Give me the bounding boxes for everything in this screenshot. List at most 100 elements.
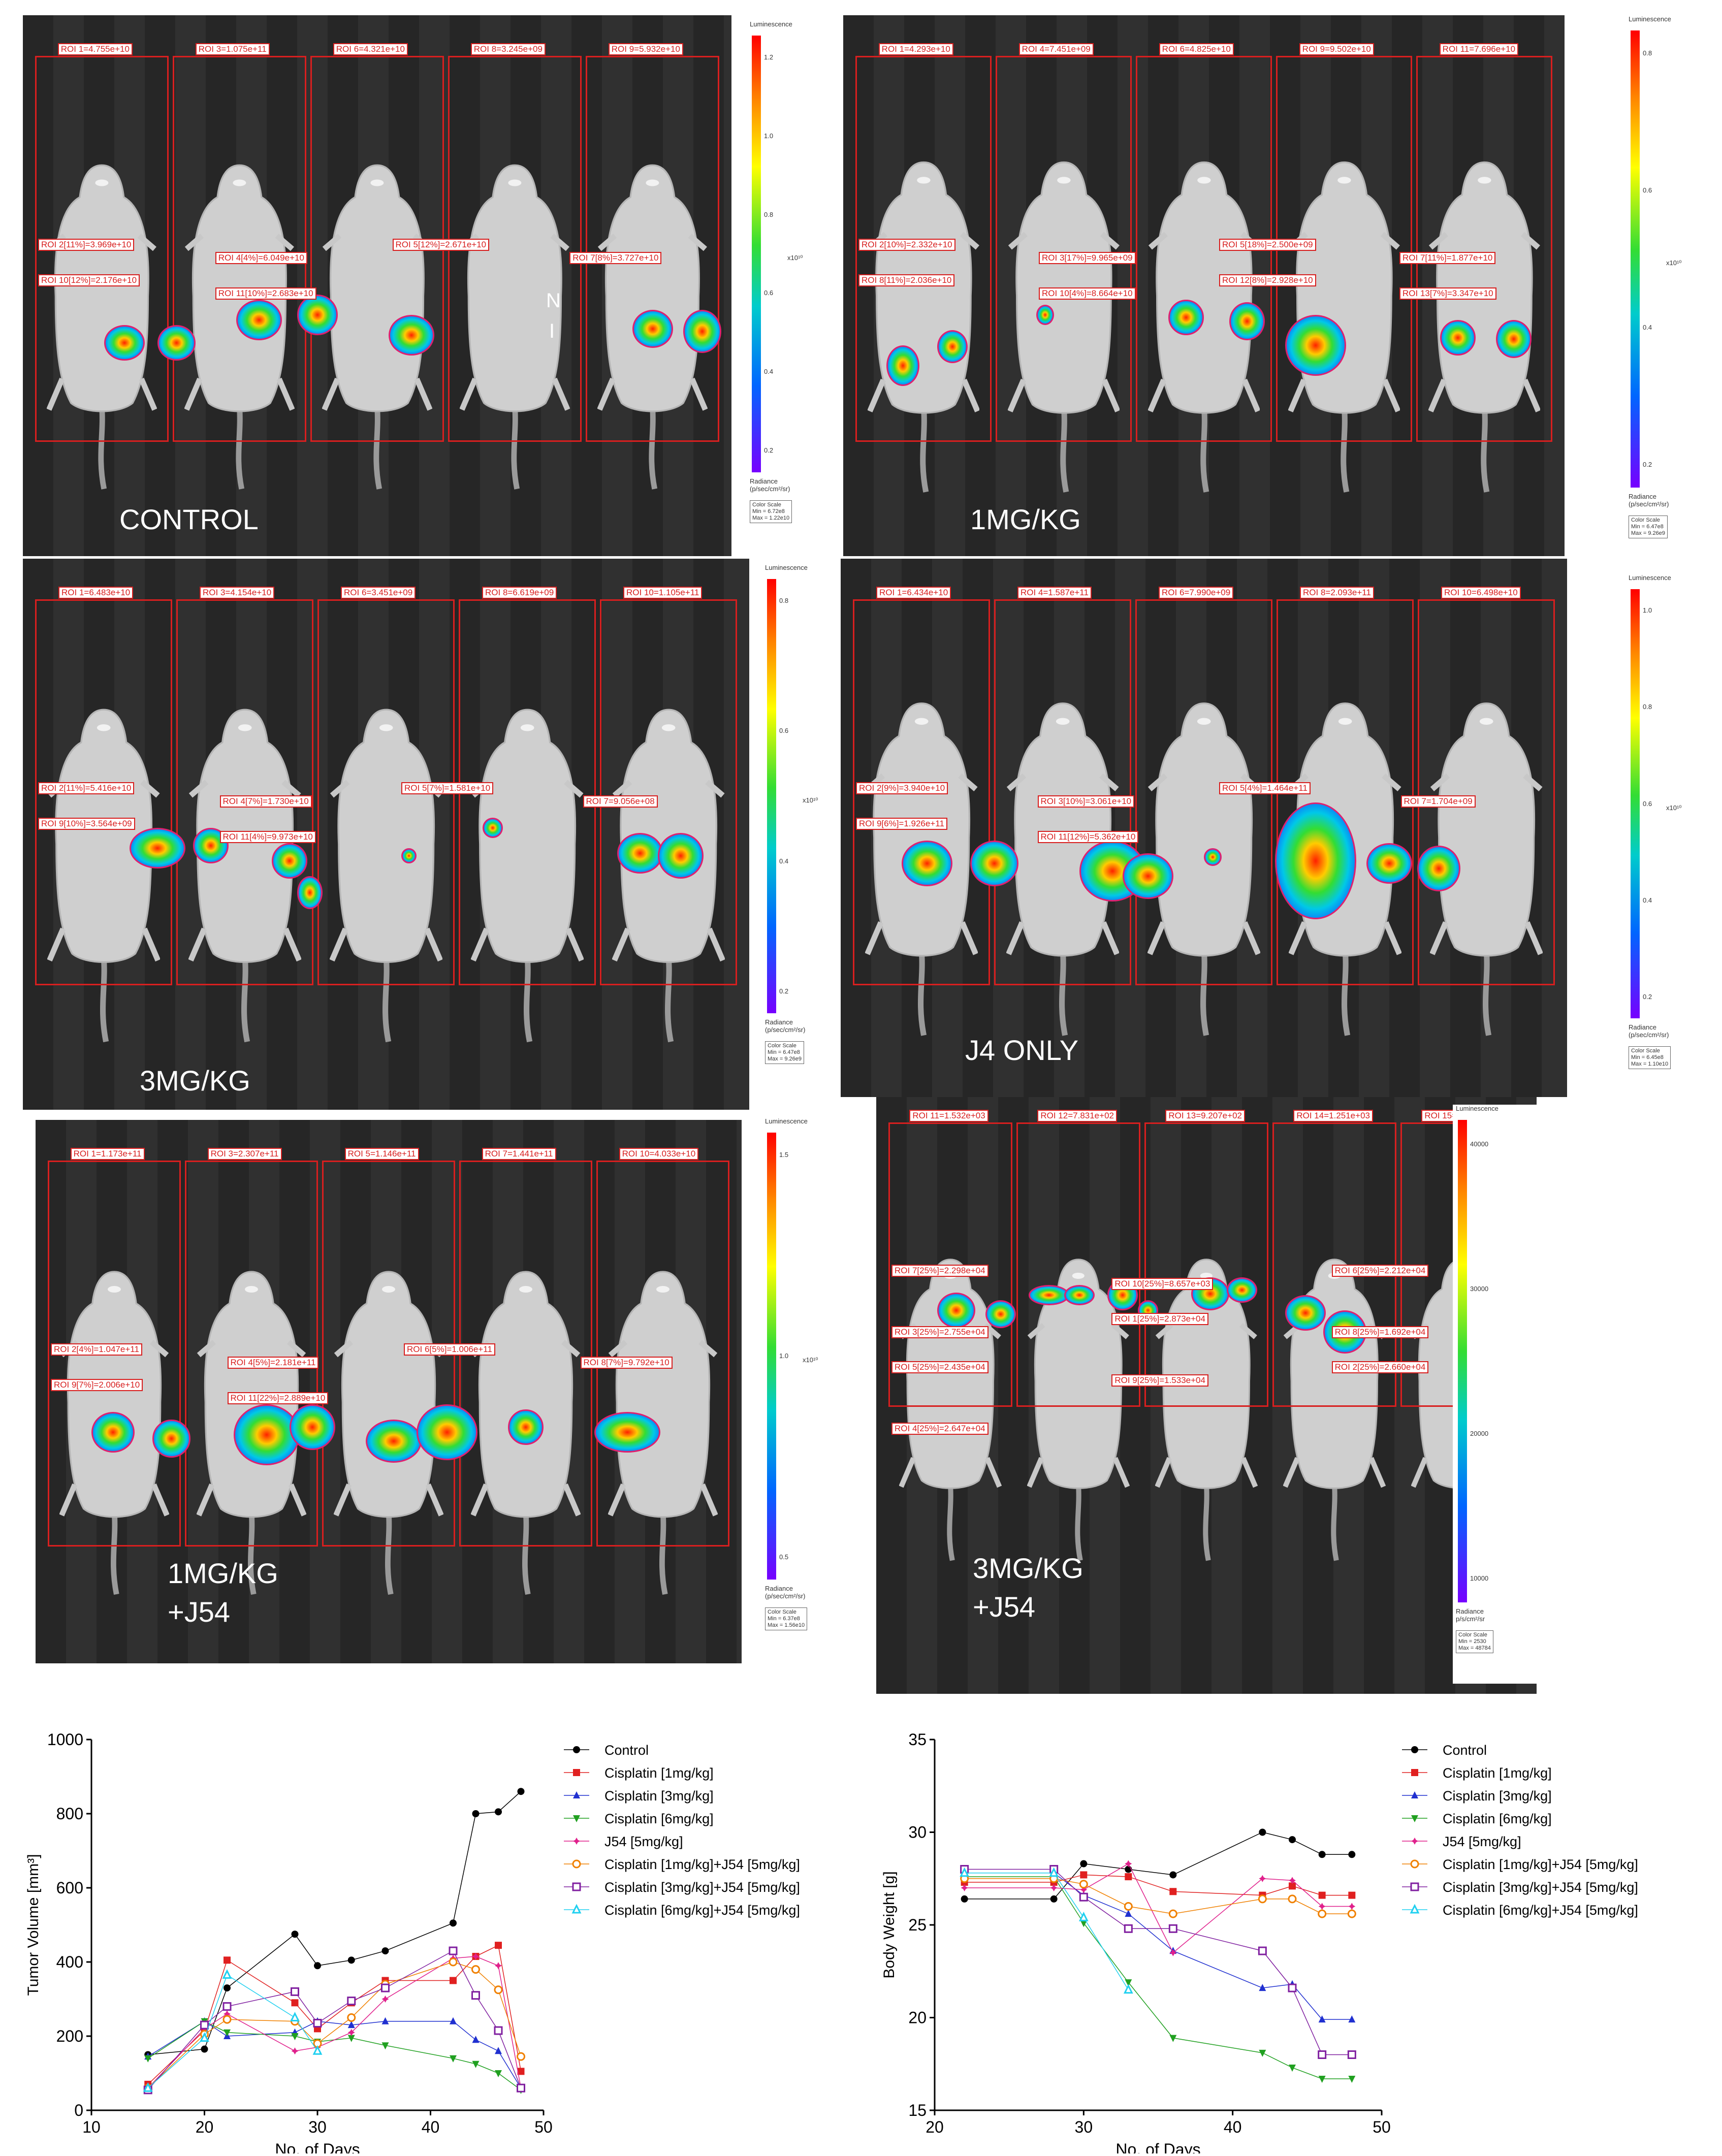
bioluminescence-signal [886, 345, 919, 386]
data-point [200, 2020, 209, 2030]
data-point [347, 2035, 355, 2042]
mouse-silhouette [67, 1271, 162, 1518]
x-axis-label: No. of Days [275, 2140, 360, 2153]
legend-label: Cisplatin [3mg/kg] [1443, 1788, 1552, 1804]
mouse-tail [98, 406, 107, 490]
data-point [471, 1965, 480, 1974]
data-point [1079, 1880, 1088, 1889]
roi-total-label: ROI 1=1.173e+11 [70, 1148, 145, 1160]
roi-total-label: ROI 9=5.932e+10 [608, 43, 683, 55]
data-point [1124, 1924, 1133, 1933]
roi-subregion-label: ROI 2[11%]=5.416e+10 [38, 782, 135, 794]
legend-marker [572, 1859, 581, 1869]
x-tick-label: 30 [308, 2118, 327, 2136]
roi-total-label: ROI 12=7.831e+02 [1037, 1110, 1117, 1122]
data-point [1348, 2015, 1356, 2023]
legend-entry: Cisplatin [6mg/kg]+J54 [5mg/kg] [1402, 1903, 1638, 1918]
bioluminescence-signal [617, 833, 663, 874]
y-tick-label: 0 [74, 2101, 83, 2119]
legend-label: Cisplatin [6mg/kg] [1443, 1811, 1552, 1826]
data-point [517, 1788, 525, 1795]
color-scale-title: Luminescence [1629, 15, 1671, 23]
mouse-head-highlight [656, 1286, 669, 1293]
mouse-limbs [59, 1340, 169, 1517]
color-scale-unit: x10¹⁰ [1666, 803, 1682, 812]
color-scale-tick: 0.6 [1643, 799, 1652, 808]
data-point [1123, 1984, 1133, 1994]
bioluminescence-signal [594, 1412, 660, 1453]
roi-subregion-label: ROI 11[12%]=5.362e+10 [1037, 831, 1139, 843]
legend-marker [1411, 1746, 1418, 1753]
roi-total-label: ROI 8=2.093e+11 [1300, 587, 1374, 599]
y-tick-label: 35 [908, 1730, 927, 1749]
data-point [1347, 2050, 1356, 2059]
roi-subregion-label: ROI 5[7%]=1.581e+10 [401, 782, 494, 794]
mouse-tail [248, 1511, 257, 1595]
color-scale-tick: 0.6 [764, 289, 774, 297]
bioluminescence-signal [1123, 853, 1173, 899]
data-point [143, 2082, 153, 2092]
roi-total-label: ROI 6=7.990e+09 [1159, 587, 1234, 599]
legend-entry: Cisplatin [3mg/kg] [1402, 1788, 1552, 1804]
data-point [1258, 1946, 1267, 1955]
data-point [1125, 1873, 1132, 1881]
ni-label-i: I [549, 320, 555, 342]
mouse-head-highlight [233, 179, 246, 186]
legend-entry: Control [1402, 1743, 1487, 1758]
y-tick-label: 30 [908, 1823, 927, 1842]
legend-marker [1411, 1791, 1418, 1798]
mouse-head-highlight [245, 1286, 258, 1293]
data-point [472, 2036, 480, 2043]
data-point [494, 2026, 503, 2035]
mouse-tail [1060, 407, 1069, 493]
imaging-panel-j4only: ROI 1=6.434e+10 ROI 4=1.587e+11 ROI 6=7.99… [841, 559, 1567, 1097]
roi-box [48, 1161, 181, 1547]
roi-total-label: ROI 13=9.207e+02 [1165, 1110, 1245, 1122]
bioluminescence-signal [1496, 320, 1532, 358]
roi-total-label: ROI 1=6.434e+10 [876, 587, 951, 599]
mouse-limbs [322, 233, 432, 411]
roi-subregion-label: ROI 7[25%]=2.298e+04 [891, 1265, 988, 1277]
legend-label: Control [1443, 1743, 1487, 1758]
roi-total-label: ROI 3=2.307e+11 [207, 1148, 282, 1160]
roi-total-label: ROI 5=1.146e+11 [344, 1148, 419, 1160]
mouse-body [1006, 604, 1120, 1097]
data-point [1348, 1851, 1356, 1858]
mouse-head-highlight [646, 179, 659, 186]
mouse-head-highlight [1072, 1272, 1085, 1279]
data-point [1289, 1882, 1296, 1890]
line-chart-body-weight: 15 20 25 30 35 20 30 40 50 No. of Days Body Weight… [864, 1722, 1722, 2156]
roi-subregion-label: ROI 6[25%]=2.212e+04 [1331, 1265, 1429, 1277]
roi-subregion-label: ROI 5[25%]=2.435e+04 [891, 1361, 988, 1373]
imaging-panel-3mgj54: ROI 11=1.532e+03 ROI 12=7.831e+02 ROI 13=9… [876, 1097, 1537, 1694]
bioluminescence-signal [1285, 1295, 1326, 1331]
bioluminescence-signal [1168, 300, 1204, 335]
roi-box [888, 1122, 1012, 1407]
data-point [1050, 1895, 1058, 1903]
legend-label: Control [604, 1743, 649, 1758]
roi-total-label: ROI 3=4.154e+10 [200, 587, 275, 599]
legend-marker [1410, 1904, 1420, 1914]
data-point [1318, 1851, 1326, 1858]
mouse-tail [1480, 407, 1489, 493]
color-scale-tick: 30000 [1470, 1284, 1489, 1293]
data-point [1169, 1871, 1177, 1879]
mouse-tail [1059, 950, 1068, 1036]
imaging-panel-1mgj54: ROI 1=1.173e+11 ROI 3=2.307e+11 ROI 5=1.14… [36, 1120, 742, 1663]
x-tick-label: 40 [1224, 2118, 1242, 2136]
color-scale-tick: 1.0 [1643, 606, 1652, 615]
x-tick-label: 50 [1373, 2118, 1391, 2136]
series-line [148, 1791, 522, 2055]
mouse-limbs [597, 233, 708, 411]
series-cisplatin-1mg-kg- [961, 1871, 1356, 1899]
data-point [1080, 1886, 1088, 1893]
color-scale-tick: 0.4 [764, 368, 774, 376]
data-point [347, 1956, 355, 1964]
mouse-limbs [188, 780, 302, 962]
mouse-limbs [1007, 232, 1120, 412]
roi-subregion-label: ROI 7[11%]=1.877e+10 [1399, 252, 1496, 264]
bioluminescence-signal [389, 315, 434, 356]
group-label: CONTROL [119, 503, 259, 535]
legend-marker [573, 1791, 580, 1798]
bioluminescence-signal [297, 876, 323, 909]
